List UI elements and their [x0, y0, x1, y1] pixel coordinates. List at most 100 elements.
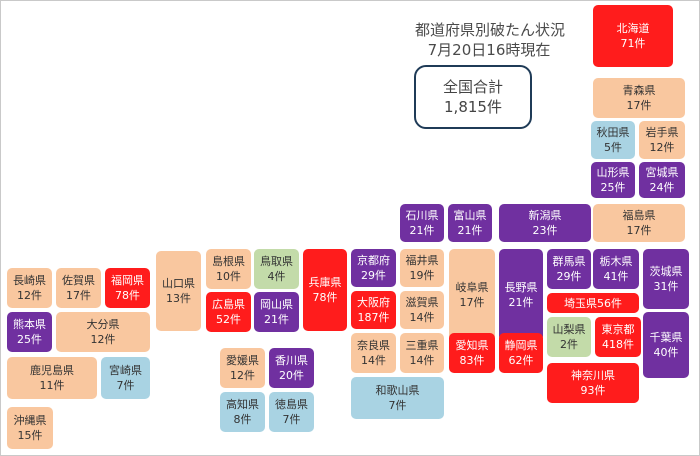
- pref-hiroshima: 広島県 52件: [206, 292, 251, 332]
- pref-yamanashi-name: 山梨県: [552, 323, 586, 336]
- pref-mie-count: 14件: [409, 354, 435, 367]
- pref-gunma: 群馬県 29件: [547, 249, 591, 289]
- pref-iwate: 岩手県 12件: [639, 121, 685, 159]
- pref-miyagi: 宮城県 24件: [639, 162, 685, 198]
- pref-hyogo-name: 兵庫県: [308, 276, 342, 289]
- pref-shiga-count: 14件: [409, 311, 435, 324]
- pref-ehime-name: 愛媛県: [226, 354, 259, 367]
- pref-wakayama: 和歌山県 7件: [351, 377, 444, 419]
- pref-kumamoto: 熊本県 25件: [7, 312, 52, 352]
- pref-wakayama-name: 和歌山県: [375, 384, 420, 397]
- pref-gifu-count: 17件: [459, 296, 485, 309]
- pref-toyama-count: 21件: [457, 224, 483, 237]
- pref-shimane-name: 島根県: [212, 255, 245, 268]
- pref-yamaguchi-count: 13件: [166, 292, 191, 305]
- pref-shimane-count: 10件: [216, 270, 241, 283]
- pref-niigata: 新潟県 23件: [499, 204, 591, 242]
- pref-okinawa-count: 15件: [17, 429, 43, 442]
- pref-nara: 奈良県 14件: [351, 333, 396, 373]
- pref-tokushima-name: 徳島県: [275, 398, 308, 411]
- pref-oita: 大分県 12件: [56, 312, 150, 352]
- pref-shizuoka: 静岡県 62件: [499, 333, 543, 373]
- pref-kagoshima-name: 鹿児島県: [30, 364, 74, 377]
- pref-ibaraki: 茨城県 31件: [643, 249, 689, 309]
- pref-tochigi-count: 41件: [603, 270, 629, 283]
- pref-kanagawa-count: 93件: [580, 384, 606, 397]
- pref-fukushima-count: 17件: [626, 224, 652, 237]
- pref-yamagata-name: 山形県: [596, 166, 630, 179]
- pref-okayama-name: 岡山県: [260, 298, 293, 311]
- pref-kochi-count: 8件: [233, 413, 252, 426]
- pref-hyogo-count: 78件: [312, 291, 338, 304]
- pref-fukuoka: 福岡県 78件: [105, 268, 150, 308]
- pref-shiga-name: 滋賀県: [405, 296, 439, 309]
- pref-aichi-name: 愛知県: [455, 339, 489, 352]
- pref-kagawa-name: 香川県: [275, 354, 308, 367]
- pref-akita-count: 5件: [604, 141, 622, 154]
- pref-yamaguchi-name: 山口県: [162, 277, 195, 290]
- pref-yamanashi: 山梨県 2件: [547, 317, 591, 357]
- pref-hokkaido-name: 北海道: [616, 22, 650, 35]
- pref-miyazaki: 宮崎県 7件: [101, 357, 150, 399]
- pref-ishikawa-count: 21件: [409, 224, 435, 237]
- pref-tokyo-name: 東京都: [601, 323, 635, 336]
- pref-oita-count: 12件: [90, 333, 116, 346]
- pref-toyama: 富山県 21件: [448, 204, 492, 242]
- pref-yamanashi-count: 2件: [560, 338, 578, 351]
- pref-fukushima: 福島県 17件: [593, 204, 685, 242]
- pref-hokkaido: 北海道 71件: [593, 5, 673, 67]
- pref-kyoto: 京都府 29件: [351, 249, 396, 287]
- pref-kyoto-name: 京都府: [357, 254, 390, 267]
- pref-akita-name: 秋田県: [596, 126, 630, 139]
- pref-kagoshima-count: 11件: [39, 379, 65, 392]
- pref-tottori-count: 4件: [267, 270, 286, 283]
- pref-nara-count: 14件: [361, 354, 386, 367]
- pref-gifu: 岐阜県 17件: [449, 249, 495, 341]
- pref-nagano: 長野県 21件: [499, 249, 543, 341]
- pref-osaka-count: 187件: [357, 311, 390, 324]
- pref-osaka: 大阪府 187件: [351, 291, 396, 329]
- pref-saitama: 埼玉県 56件: [547, 293, 639, 313]
- pref-fukuoka-name: 福岡県: [111, 274, 144, 287]
- pref-tokyo-count: 418件: [602, 338, 634, 351]
- pref-saitama-name: 埼玉県: [564, 296, 597, 310]
- pref-fukui-name: 福井県: [405, 254, 439, 267]
- pref-saga-count: 17件: [66, 289, 91, 302]
- pref-miyagi-count: 24件: [649, 181, 675, 194]
- pref-tochigi-name: 栃木県: [599, 255, 633, 268]
- pref-aomori-name: 青森県: [622, 84, 656, 97]
- pref-iwate-count: 12件: [649, 141, 675, 154]
- pref-iwate-name: 岩手県: [645, 126, 679, 139]
- pref-hokkaido-count: 71件: [620, 37, 646, 50]
- pref-gifu-name: 岐阜県: [455, 281, 489, 294]
- pref-okayama-count: 21件: [264, 313, 289, 326]
- pref-chiba: 千葉県 40件: [643, 312, 689, 378]
- pref-okinawa: 沖縄県 15件: [7, 407, 53, 449]
- pref-saitama-count: 56件: [597, 296, 622, 310]
- pref-akita: 秋田県 5件: [591, 121, 635, 159]
- pref-kagawa-count: 20件: [279, 369, 304, 382]
- pref-aomori-count: 17件: [626, 99, 652, 112]
- national-total-label: 全国合計: [442, 78, 503, 96]
- pref-ehime-count: 12件: [230, 369, 255, 382]
- pref-kagawa: 香川県 20件: [269, 348, 314, 388]
- pref-okinawa-name: 沖縄県: [13, 414, 47, 427]
- pref-gunma-count: 29件: [556, 270, 582, 283]
- pref-hiroshima-name: 広島県: [212, 298, 245, 311]
- pref-ehime: 愛媛県 12件: [220, 348, 265, 388]
- pref-kanagawa-name: 神奈川県: [571, 369, 615, 382]
- pref-tokushima-count: 7件: [282, 413, 301, 426]
- pref-miyazaki-name: 宮崎県: [109, 364, 142, 377]
- pref-shizuoka-name: 静岡県: [504, 339, 538, 352]
- pref-fukushima-name: 福島県: [622, 209, 656, 222]
- pref-fukui: 福井県 19件: [400, 249, 444, 287]
- pref-yamagata-count: 25件: [600, 181, 626, 194]
- pref-hyogo: 兵庫県 78件: [303, 249, 347, 331]
- pref-kanagawa: 神奈川県 93件: [547, 363, 639, 403]
- pref-nagano-name: 長野県: [504, 281, 538, 294]
- pref-niigata-count: 23件: [532, 224, 558, 237]
- pref-mie: 三重県 14件: [400, 333, 444, 373]
- pref-chiba-name: 千葉県: [649, 331, 683, 344]
- pref-nara-name: 奈良県: [357, 339, 390, 352]
- pref-nagasaki-count: 12件: [17, 289, 42, 302]
